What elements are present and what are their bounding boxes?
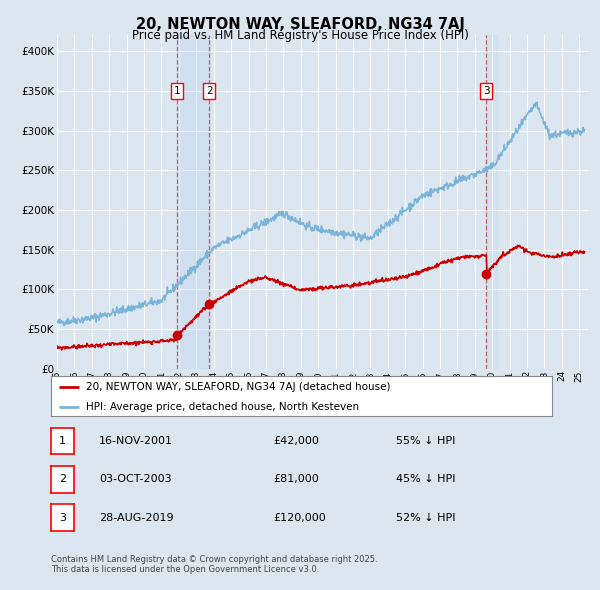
Text: 2: 2 xyxy=(59,474,66,484)
Text: 3: 3 xyxy=(483,86,490,96)
Text: 03-OCT-2003: 03-OCT-2003 xyxy=(99,474,172,484)
Text: 16-NOV-2001: 16-NOV-2001 xyxy=(99,436,173,446)
Text: 20, NEWTON WAY, SLEAFORD, NG34 7AJ (detached house): 20, NEWTON WAY, SLEAFORD, NG34 7AJ (deta… xyxy=(86,382,391,392)
Text: 3: 3 xyxy=(59,513,66,523)
Text: 28-AUG-2019: 28-AUG-2019 xyxy=(99,513,173,523)
Text: 2: 2 xyxy=(206,86,212,96)
Text: 1: 1 xyxy=(59,436,66,446)
Text: £120,000: £120,000 xyxy=(273,513,326,523)
Bar xyxy=(177,35,209,369)
Text: Contains HM Land Registry data © Crown copyright and database right 2025.
This d: Contains HM Land Registry data © Crown c… xyxy=(51,555,377,574)
Text: 45% ↓ HPI: 45% ↓ HPI xyxy=(396,474,455,484)
Text: 55% ↓ HPI: 55% ↓ HPI xyxy=(396,436,455,446)
Text: HPI: Average price, detached house, North Kesteven: HPI: Average price, detached house, Nort… xyxy=(86,402,359,412)
Text: 52% ↓ HPI: 52% ↓ HPI xyxy=(396,513,455,523)
Text: £81,000: £81,000 xyxy=(273,474,319,484)
Text: £42,000: £42,000 xyxy=(273,436,319,446)
Text: 20, NEWTON WAY, SLEAFORD, NG34 7AJ: 20, NEWTON WAY, SLEAFORD, NG34 7AJ xyxy=(136,17,464,31)
Bar xyxy=(487,35,497,369)
Text: Price paid vs. HM Land Registry's House Price Index (HPI): Price paid vs. HM Land Registry's House … xyxy=(131,30,469,42)
Text: 1: 1 xyxy=(173,86,180,96)
